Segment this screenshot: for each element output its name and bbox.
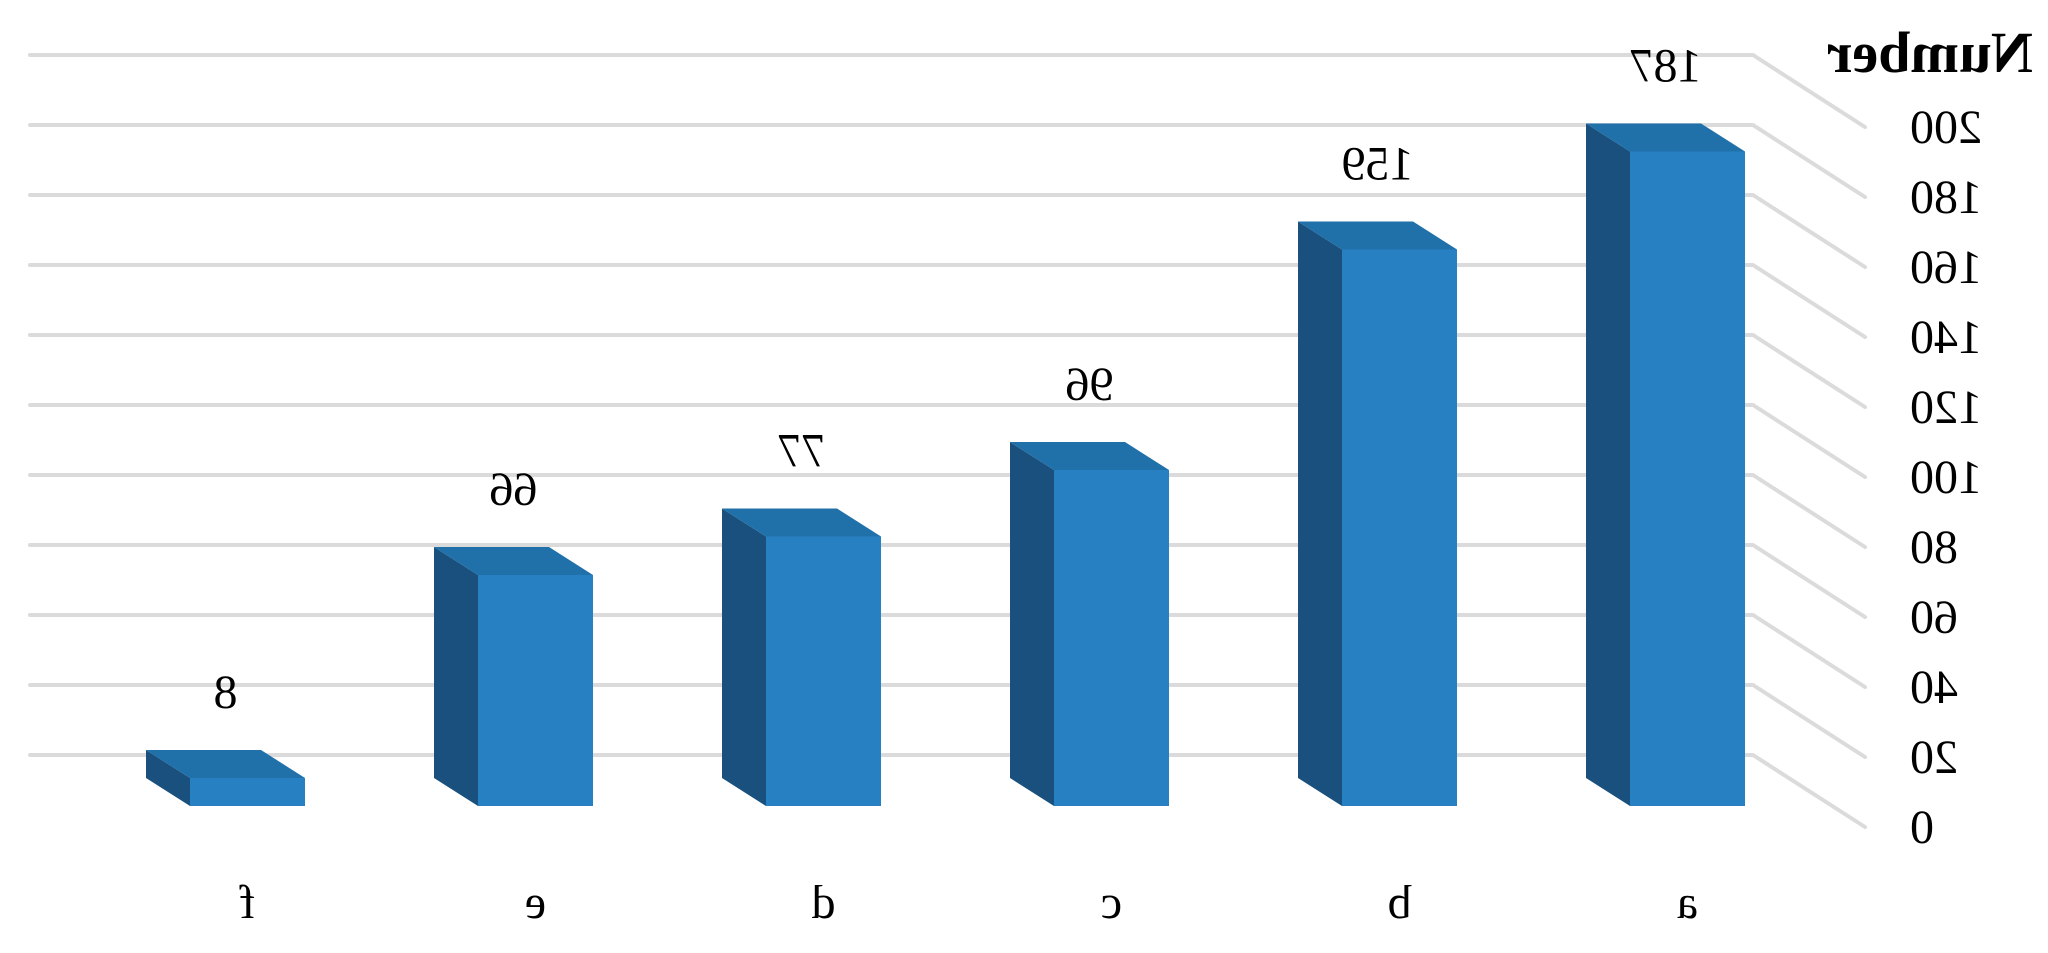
bar-front-face <box>766 536 881 806</box>
gridline <box>28 193 1867 269</box>
bar-b <box>1298 221 1457 806</box>
category-axis-label: c <box>1101 876 1122 929</box>
bar-front-face <box>1054 470 1169 806</box>
value-axis-tick-label: 180 <box>1910 171 1982 224</box>
value-axis-tick-label: 0 <box>1910 801 1934 854</box>
bar-data-label: 8 <box>214 666 238 719</box>
bar-d <box>722 508 881 806</box>
bar-data-label: 77 <box>778 425 826 478</box>
value-axis-tick-label: 80 <box>1910 521 1958 574</box>
gridline <box>28 473 1867 549</box>
bar-top-face <box>1586 123 1745 152</box>
value-axis-tick-label: 120 <box>1910 381 1982 434</box>
bar-side-face <box>722 508 766 806</box>
value-axis-tick-label: 40 <box>1910 661 1958 714</box>
category-axis-label: a <box>1677 876 1698 929</box>
bar-top-face <box>1298 221 1457 250</box>
bar-top-face <box>146 750 305 778</box>
gridline <box>28 263 1867 339</box>
gridline <box>28 403 1867 479</box>
gridline <box>28 613 1867 689</box>
bar-data-label: 159 <box>1342 138 1414 191</box>
bar-side-face <box>146 750 190 806</box>
category-axis-label: d <box>812 876 836 929</box>
gridlines-group <box>28 53 1867 829</box>
bar-side-face <box>1298 221 1342 806</box>
category-axis-label: f <box>239 876 255 929</box>
bar-data-label: 66 <box>490 463 538 516</box>
bar-top-face <box>722 508 881 537</box>
value-axis-tick-label: 140 <box>1910 311 1982 364</box>
gridline <box>28 543 1867 619</box>
bar-c <box>1010 442 1169 806</box>
bar-side-face <box>1010 442 1054 806</box>
bar-f <box>146 750 305 806</box>
bar-side-face <box>1586 123 1630 806</box>
gridline <box>28 753 1867 829</box>
value-axis-title: Number <box>1827 20 2033 85</box>
bar-front-face <box>478 575 593 806</box>
bar-a <box>1586 123 1745 806</box>
value-axis-tick-label: 160 <box>1910 241 1982 294</box>
category-axis-label: e <box>525 876 546 929</box>
bar-front-face <box>190 778 305 806</box>
value-axis-tick-label: 60 <box>1910 591 1958 644</box>
bar-data-label: 187 <box>1630 40 1702 93</box>
bar-side-face <box>434 547 478 806</box>
gridline <box>28 53 1867 129</box>
gridline <box>28 333 1867 409</box>
value-axis-tick-label: 200 <box>1910 101 1982 154</box>
gridline <box>28 123 1867 199</box>
bar-data-label: 96 <box>1066 358 1114 411</box>
bar-front-face <box>1630 151 1745 806</box>
bar-front-face <box>1342 249 1457 806</box>
value-axis-tick-label: 20 <box>1910 731 1958 784</box>
bar-top-face <box>434 547 593 575</box>
bar-e <box>434 547 593 806</box>
bars-group <box>146 123 1745 806</box>
value-axis-tick-label: 100 <box>1910 451 1982 504</box>
category-axis-label: b <box>1388 876 1412 929</box>
gridline <box>28 683 1867 759</box>
labels-group: 0 20 40 60 80 100 120 140 160 180 200 187 a 159 b 96 c 77… <box>214 40 1983 930</box>
bar-top-face <box>1010 442 1169 470</box>
